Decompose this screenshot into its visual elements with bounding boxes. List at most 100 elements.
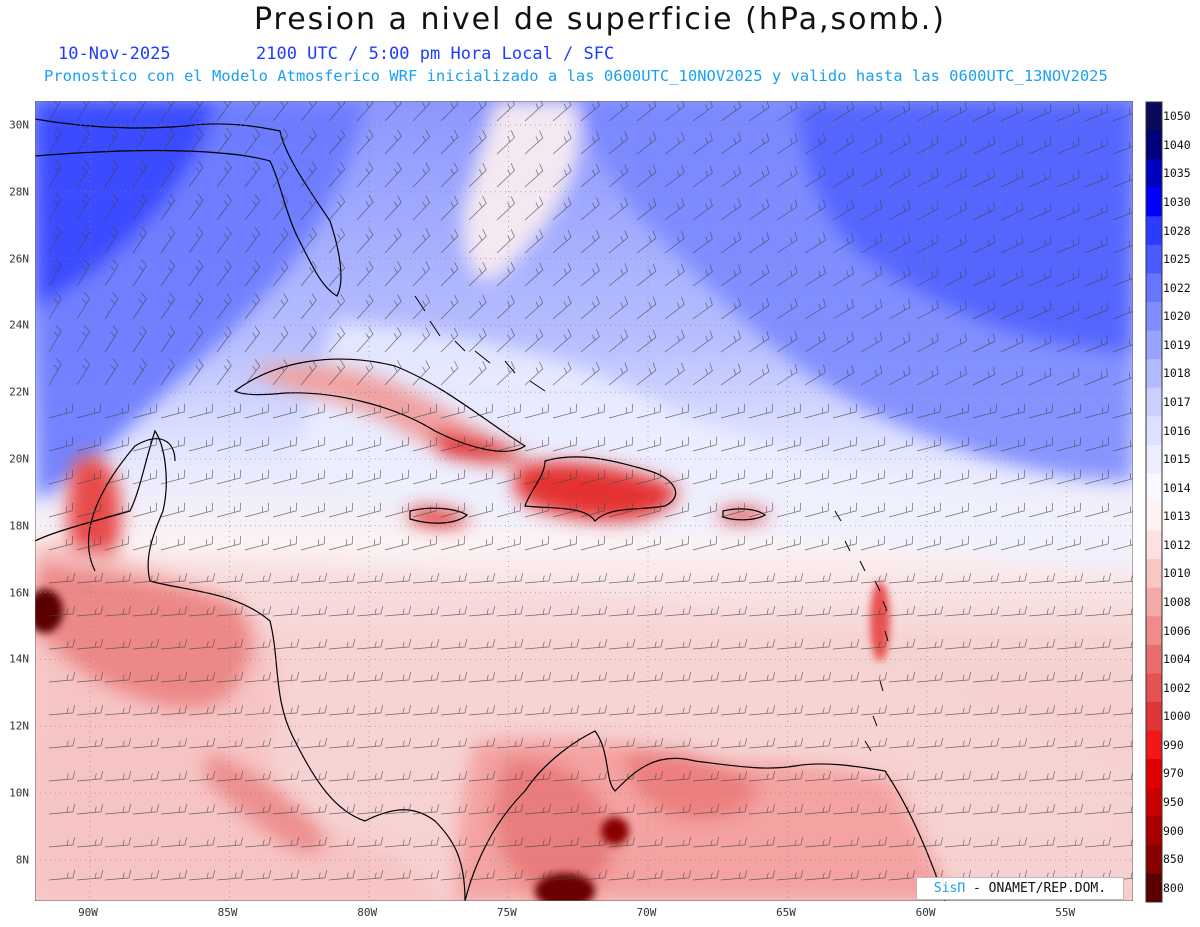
- wind-barb: [1112, 641, 1133, 650]
- wind-barb: [440, 129, 459, 155]
- wind-barb: [776, 771, 804, 782]
- wind-barb: [1028, 639, 1056, 650]
- wind-barb: [804, 166, 826, 188]
- wind-barb: [804, 133, 826, 155]
- wind-barb: [636, 870, 664, 881]
- wind-barb: [524, 535, 549, 551]
- wind-barb: [384, 294, 402, 320]
- wind-barb: [300, 260, 317, 287]
- wind-barb: [748, 870, 776, 881]
- wind-barb: [692, 771, 720, 782]
- wind-barb: [244, 738, 272, 749]
- wind-barb: [244, 837, 272, 848]
- wind-barb: [720, 705, 748, 716]
- wind-barb: [580, 573, 608, 584]
- wind-barb: [720, 804, 748, 815]
- wind-barb: [916, 299, 939, 320]
- lat-label: 20N: [9, 452, 29, 466]
- wind-barb: [496, 573, 524, 584]
- wind-barb: [188, 535, 213, 551]
- wind-barb: [216, 127, 232, 155]
- wind-barb: [1000, 168, 1024, 188]
- wind-barb: [244, 403, 269, 419]
- wind-barb: [48, 606, 76, 617]
- wind-barb: [888, 672, 916, 683]
- wind-barb: [244, 293, 261, 320]
- wind-barb: [76, 738, 104, 749]
- wind-barb: [664, 164, 685, 188]
- wind-barb: [384, 502, 409, 518]
- wind-barb: [272, 606, 300, 617]
- wind-barb: [916, 502, 941, 518]
- wind-barb: [552, 837, 580, 848]
- wind-barb: [104, 606, 132, 617]
- lon-label: 55W: [1055, 906, 1076, 919]
- wind-barb: [328, 436, 353, 452]
- wind-barb: [384, 705, 412, 716]
- wind-barb: [692, 132, 713, 155]
- wind-barb: [748, 705, 776, 716]
- wind-barb: [1112, 506, 1133, 518]
- wind-barb: [664, 639, 692, 650]
- wind-barb: [1112, 839, 1133, 848]
- wind-barb: [944, 366, 967, 386]
- lon-label: 60W: [915, 906, 936, 919]
- wind-barb: [692, 297, 713, 320]
- wind-barb: [1000, 234, 1024, 254]
- wind-barb: [412, 228, 431, 254]
- wind-barb: [804, 364, 826, 386]
- wind-barb: [188, 639, 216, 650]
- wind-barb: [636, 263, 657, 287]
- colorbar-swatch: [1146, 187, 1162, 217]
- coast-hispaniola: [524, 456, 677, 522]
- wind-barb: [608, 263, 629, 287]
- colorbar-level-label: 1040: [1163, 137, 1191, 152]
- wind-barb: [440, 870, 468, 881]
- wind-barb: [580, 469, 605, 485]
- wind-barb: [664, 870, 692, 881]
- wind-barb: [1112, 372, 1133, 386]
- wind-barb: [888, 771, 916, 782]
- wind-barb: [832, 535, 857, 551]
- wind-barb: [944, 333, 967, 353]
- wind-barb: [104, 502, 129, 518]
- wind-barb: [776, 364, 798, 386]
- wind-barbs: [48, 101, 1133, 881]
- lat-label: 14N: [9, 652, 29, 666]
- wind-barb: [888, 134, 911, 155]
- colorbar-swatch: [1146, 302, 1162, 332]
- wind-barb: [944, 300, 967, 320]
- low-hispaniola: [515, 462, 677, 521]
- wind-barb: [1112, 707, 1133, 716]
- colorbar-level-label: 800: [1163, 880, 1184, 895]
- wind-barb: [720, 198, 742, 221]
- wind-barb: [188, 672, 216, 683]
- wind-barb: [664, 296, 685, 320]
- wind-barb: [188, 870, 216, 881]
- wind-barb: [384, 738, 412, 749]
- wind-barb: [1084, 302, 1108, 320]
- wind-barb: [636, 329, 657, 353]
- wind-barb: [972, 135, 995, 155]
- wind-barb: [720, 403, 745, 419]
- wind-barb: [1056, 705, 1084, 716]
- wind-barb: [384, 195, 402, 221]
- wind-barb: [944, 436, 969, 452]
- wind-barb: [608, 164, 629, 188]
- wind-barb: [216, 672, 244, 683]
- wind-barb: [1084, 535, 1109, 551]
- wind-barb: [272, 672, 300, 683]
- wind-barb: [384, 469, 409, 485]
- wind-barb: [412, 360, 431, 386]
- wind-barb: [188, 127, 204, 155]
- wind-barb: [188, 226, 204, 254]
- wind-barb: [468, 639, 496, 650]
- wind-barb: [160, 193, 176, 221]
- wind-barb: [580, 262, 600, 287]
- wind-barb: [916, 738, 944, 749]
- lat-label: 28N: [9, 185, 29, 199]
- wind-barb: [412, 162, 431, 188]
- wind-barb: [440, 403, 465, 419]
- wind-barb: [804, 502, 829, 518]
- wind-barb: [132, 358, 147, 386]
